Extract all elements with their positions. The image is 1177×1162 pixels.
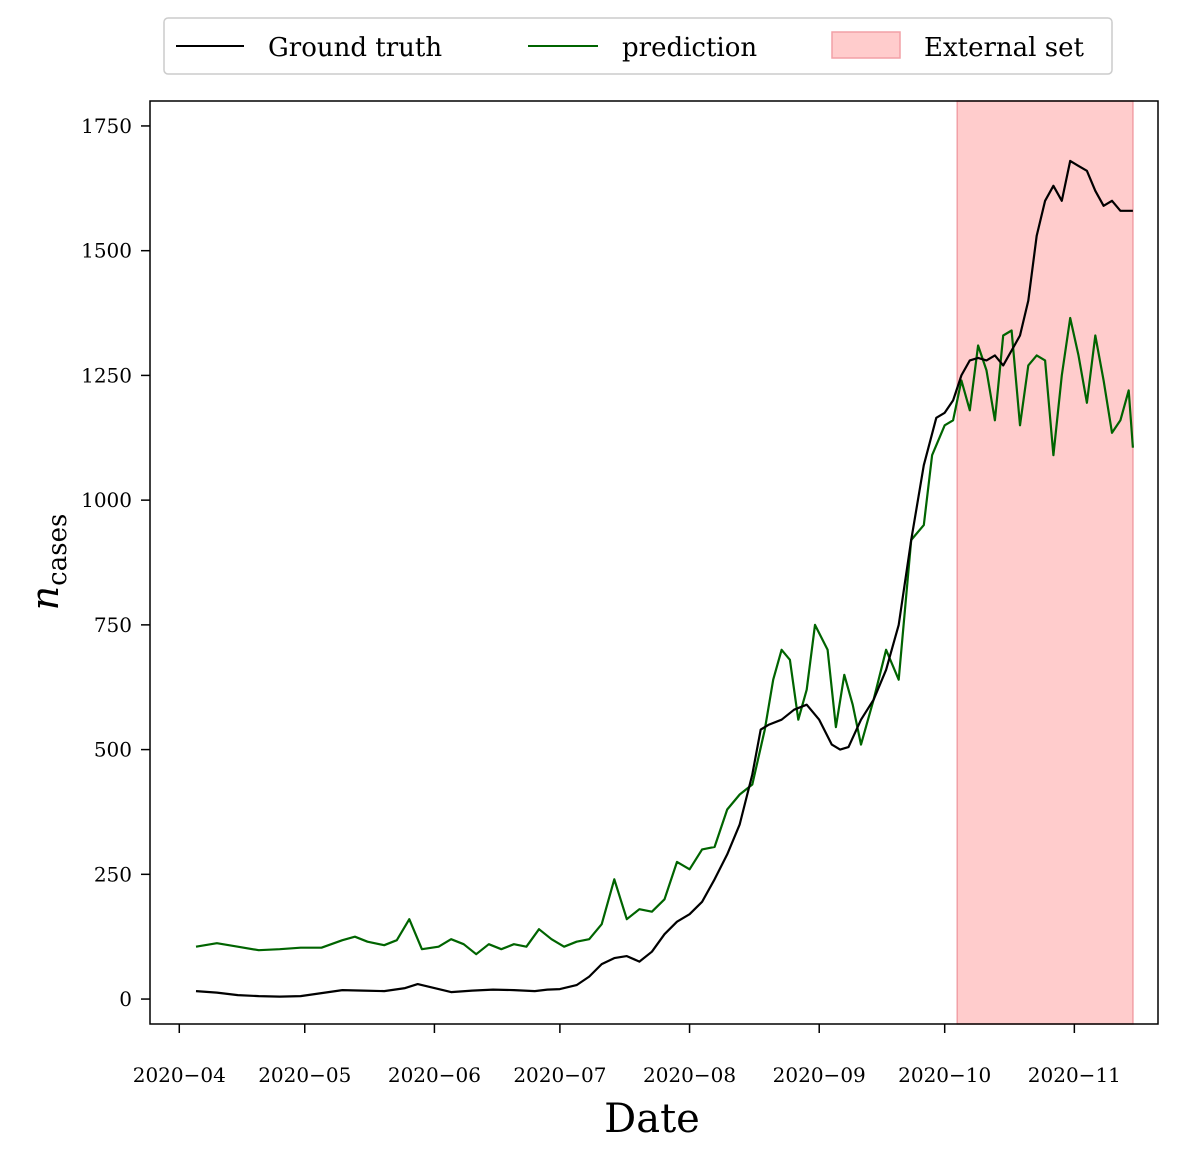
y-tick-label: 1500 xyxy=(81,239,132,263)
x-tick-label: 2020−11 xyxy=(1028,1063,1121,1087)
legend: Ground truth prediction External set xyxy=(163,17,1113,75)
prediction-series-line xyxy=(195,316,1134,956)
external-set-span xyxy=(956,100,1134,1025)
legend-ground-truth-label: Ground truth xyxy=(268,33,442,63)
x-axis: 2020−04 2020−05 2020−06 2020−07 2020−08 2020−… xyxy=(133,1024,1121,1087)
y-axis-title: ncases xyxy=(23,514,73,611)
y-tick-label: 1750 xyxy=(81,114,132,138)
y-axis: 0 250 500 750 1000 1250 1500 1750 xyxy=(81,114,150,1011)
x-tick-label: 2020−09 xyxy=(773,1063,866,1087)
y-tick-label: 500 xyxy=(94,738,132,762)
x-tick-label: 2020−06 xyxy=(388,1063,481,1087)
ground-truth-series-line xyxy=(195,159,1133,998)
legend-prediction-label: prediction xyxy=(622,33,757,63)
legend-external-set-label: External set xyxy=(924,33,1084,63)
y-axis-title-sub: cases xyxy=(43,514,73,586)
y-tick-label: 250 xyxy=(94,862,132,886)
y-axis-title-main: n xyxy=(23,586,67,610)
plot-frame xyxy=(149,100,1159,1025)
x-tick-label: 2020−07 xyxy=(513,1063,606,1087)
x-tick-label: 2020−05 xyxy=(258,1063,351,1087)
y-tick-label: 0 xyxy=(119,987,132,1011)
x-tick-label: 2020−04 xyxy=(133,1063,226,1087)
y-tick-label: 750 xyxy=(94,613,132,637)
x-tick-label: 2020−10 xyxy=(898,1063,991,1087)
plot-area xyxy=(195,100,1134,1025)
y-tick-label: 1000 xyxy=(81,488,132,512)
y-tick-label: 1250 xyxy=(81,363,132,387)
x-axis-title: Date xyxy=(604,1096,700,1142)
legend-external-set-swatch xyxy=(831,31,901,59)
x-tick-label: 2020−08 xyxy=(643,1063,736,1087)
